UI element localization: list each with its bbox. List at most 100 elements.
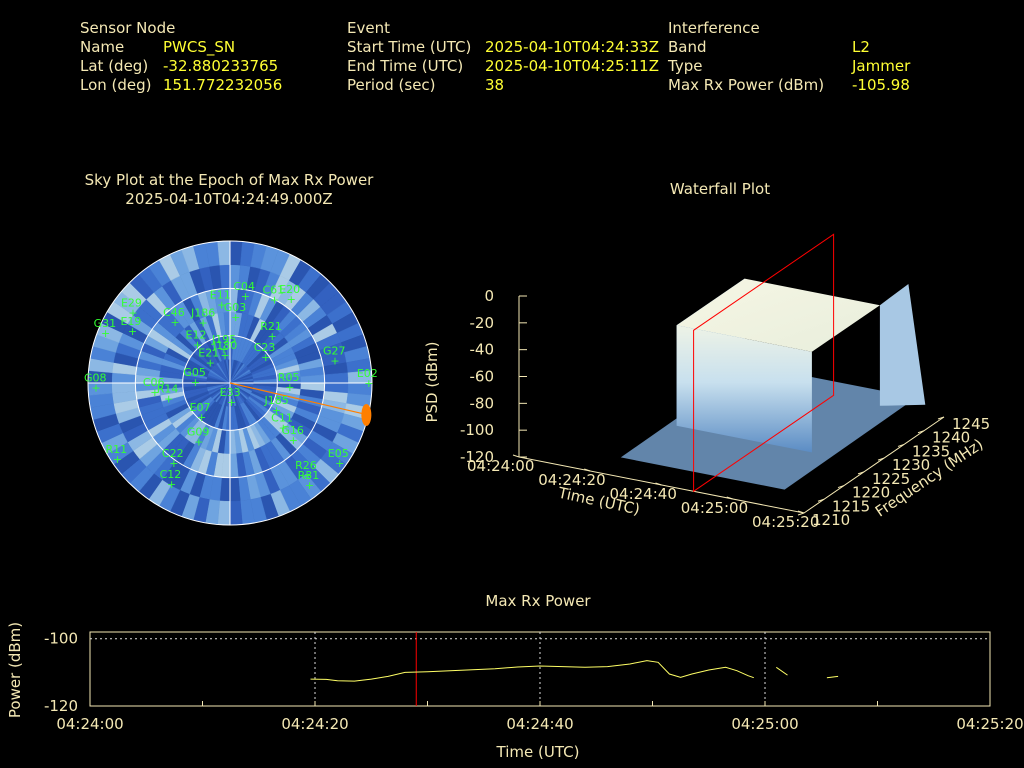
- satellite-label: G31: [94, 317, 117, 330]
- satellite-label: C61: [262, 283, 284, 296]
- waterfall-y-tick-label: 1225: [872, 470, 910, 488]
- event-start-label: Start Time (UTC): [347, 38, 472, 56]
- y-tick: [857, 471, 865, 475]
- waterfall-y-tick-label: 1215: [832, 497, 870, 515]
- satellite-label: J186: [190, 306, 215, 319]
- satellite-marker: +: [364, 377, 373, 390]
- satellite-marker: +: [272, 404, 281, 417]
- satellite-label: J185: [263, 394, 288, 407]
- waterfall-surface: [620, 278, 926, 490]
- x-tick: [512, 454, 520, 458]
- satellite-marker: +: [261, 351, 270, 364]
- satellite-label: G03: [224, 301, 247, 314]
- satellite-label: G16: [281, 424, 304, 437]
- waterfall-z-tick-label: -80: [470, 394, 495, 412]
- waterfall-z-tick-label: -20: [470, 314, 495, 332]
- satellite-label: E19: [120, 315, 141, 328]
- satellite-label: C46: [163, 306, 185, 319]
- satellite-marker: +: [113, 453, 122, 466]
- y-tick: [837, 485, 845, 489]
- jammer-direction-marker: [361, 403, 372, 426]
- satellite-marker: +: [220, 349, 229, 362]
- x-tick: [584, 468, 591, 472]
- y-tick: [937, 416, 945, 420]
- satellite-marker: +: [279, 422, 288, 435]
- satellite-marker: +: [101, 327, 110, 340]
- satellite-marker: +: [167, 478, 176, 491]
- waterfall-axes: [512, 295, 945, 516]
- event-end-label: End Time (UTC): [347, 57, 464, 75]
- interference-type-label: Type: [668, 57, 703, 75]
- event-period-value: 38: [485, 76, 505, 94]
- satellite-marker: +: [305, 479, 314, 492]
- satellite-marker: +: [169, 457, 178, 470]
- waterfall-y-tick-label: 1230: [892, 456, 930, 474]
- satellite-label: E02: [357, 367, 378, 380]
- waterfall-plateau: [676, 278, 880, 352]
- skyplot-cell: [217, 240, 231, 266]
- interference-type-value: Jammer: [852, 57, 911, 75]
- waterfall-z-tick-label: -100: [460, 421, 494, 439]
- sensor-lon-label: Lon (deg): [80, 76, 152, 94]
- power-y-tick-label: -120: [44, 697, 78, 715]
- satellite-marker: +: [231, 311, 240, 324]
- satellite-marker: +: [128, 325, 137, 338]
- interference-power-label: Max Rx Power (dBm): [668, 76, 825, 94]
- waterfall-y-tick-label: 1240: [932, 429, 970, 447]
- sensor-name-label: Name: [80, 38, 125, 56]
- satellite-label: G27: [323, 345, 346, 358]
- event-heading: Event: [347, 19, 390, 37]
- skyplot-cell: [111, 382, 136, 394]
- satellite-label: E21: [198, 347, 219, 360]
- satellite-label: G05: [183, 366, 206, 379]
- waterfall-y-tick-label: 1245: [952, 415, 990, 433]
- satellite-marker: +: [193, 338, 202, 351]
- skyplot: +J195+G03+E11 +C04+C61+E20+E29+C46+J186+E…: [84, 240, 378, 526]
- satellite-label: C12: [160, 468, 182, 481]
- satellite-marker: +: [302, 469, 311, 482]
- waterfall-z-tick-label: 0: [484, 287, 494, 305]
- y-tick: [917, 430, 925, 434]
- satellite-label: R14: [157, 382, 179, 395]
- interference-band-value: L2: [852, 38, 870, 56]
- sensor-lon-value: 151.772232056: [163, 76, 283, 94]
- waterfall-x-tick-label: 04:24:00: [467, 457, 534, 475]
- event-end-value: 2025-04-10T04:25:11Z: [485, 57, 659, 75]
- skyplot-cell: [229, 500, 243, 526]
- satellite-marker: +: [335, 457, 344, 470]
- satellite-label: R21: [260, 320, 282, 333]
- satellite-marker: +: [191, 376, 200, 389]
- event-period-label: Period (sec): [347, 76, 436, 94]
- waterfall-y-tick-label: 1220: [852, 484, 890, 502]
- skyplot-cell: [324, 372, 349, 384]
- interference-heading: Interference: [668, 19, 760, 37]
- satellite-label: E07: [190, 401, 211, 414]
- satellite-marker: +: [227, 396, 236, 409]
- waterfall-y-tick-label: 1235: [912, 442, 950, 460]
- waterfall-z-tick-label: -40: [470, 341, 495, 359]
- power-y-tick-label: -100: [44, 630, 78, 648]
- satellite-label: R26: [295, 459, 317, 472]
- satellite-marker: +: [150, 386, 159, 399]
- satellite-marker: +: [91, 382, 100, 395]
- waterfall-cursor-plane: [693, 233, 835, 493]
- waterfall-z-axis-label: PSD (dBm): [423, 341, 441, 422]
- waterfall-side-face: [676, 325, 812, 453]
- satellite-label: E05: [328, 447, 349, 460]
- sensor-node-heading: Sensor Node: [80, 19, 176, 37]
- satellite-label: R05: [278, 371, 300, 384]
- satellite-label: C11: [271, 412, 293, 425]
- power-trace-segment: [776, 666, 788, 676]
- satellite-label: R31: [298, 469, 320, 482]
- satellite-marker: +: [197, 411, 206, 424]
- satellite-label: C04: [233, 280, 255, 293]
- waterfall-x-tick-label: 04:24:40: [610, 485, 677, 503]
- satellite-marker: +: [268, 330, 277, 343]
- power-x-tick-label: 04:24:20: [281, 715, 348, 733]
- waterfall-y-tick-label: 1210: [812, 511, 850, 529]
- interference-band-label: Band: [668, 38, 707, 56]
- power-x-tick-label: 04:24:40: [506, 715, 573, 733]
- sensor-lat-label: Lat (deg): [80, 57, 149, 75]
- y-tick: [897, 443, 905, 447]
- satellite-label: E33: [220, 386, 241, 399]
